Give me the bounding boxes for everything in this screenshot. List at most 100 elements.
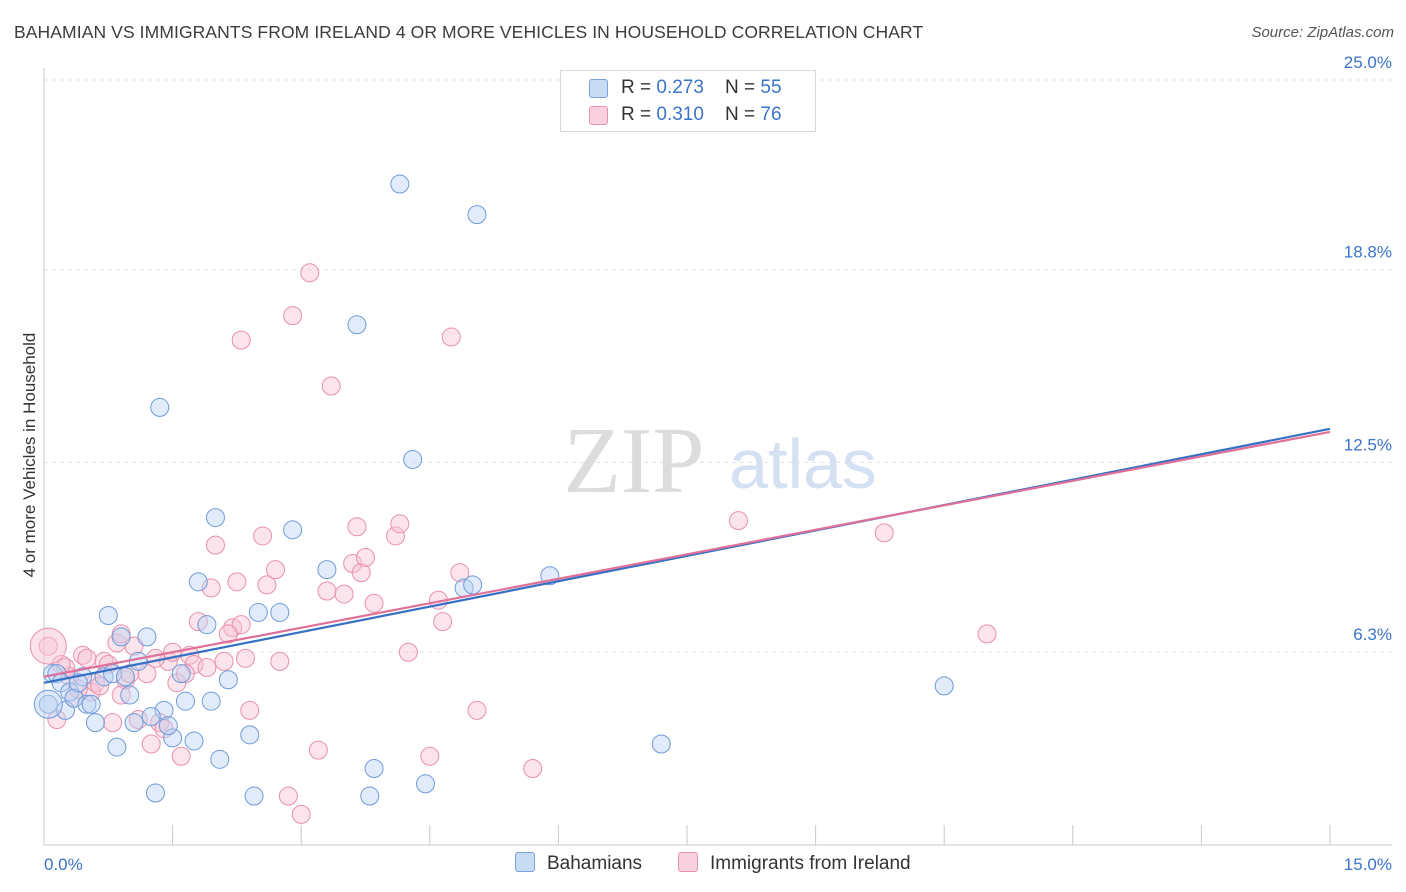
x-tick-label: 0.0% — [44, 855, 83, 874]
legend-n-value: 76 — [760, 104, 782, 125]
bahamians-point — [248, 602, 268, 622]
ireland-point — [317, 581, 337, 601]
bahamians-point — [124, 713, 144, 733]
ireland-point — [977, 624, 997, 644]
bahamians-point — [205, 508, 225, 528]
bottom-legend-ireland: Immigrants from Ireland — [678, 852, 911, 875]
ireland-point — [231, 330, 251, 350]
ireland-point — [398, 642, 418, 662]
bahamians-point — [403, 449, 423, 469]
bahamians-point — [197, 615, 217, 635]
y-tick-label: 6.3% — [1353, 625, 1392, 644]
legend-r-label: R = — [621, 104, 657, 125]
x-tick-label: 15.0% — [1344, 855, 1392, 874]
ireland-legend-swatch — [678, 852, 698, 872]
ireland-point — [321, 376, 341, 396]
ireland-point — [103, 713, 123, 733]
bahamians-point — [463, 575, 483, 595]
tick-labels: 6.3% 12.5% 18.8% 25.0% 0.0% 15.0% — [44, 53, 1392, 874]
bahamians-point — [98, 606, 118, 625]
correlation-legend: R = 0.273 N = 55 R = 0.310 N = 76 — [560, 70, 816, 132]
bahamians-point — [347, 315, 367, 335]
bahamians-point — [171, 664, 191, 684]
ireland-point — [291, 804, 311, 824]
ireland-point — [231, 615, 251, 635]
ireland-point — [227, 572, 247, 592]
ireland-point — [29, 627, 67, 665]
bahamians-point — [163, 728, 183, 748]
bahamians-point — [81, 694, 101, 714]
ireland-point — [171, 746, 191, 766]
bahamians-legend-label: Bahamians — [547, 853, 643, 874]
ireland-point — [270, 651, 290, 671]
bahamians-point — [175, 691, 195, 711]
bahamians-trend-line — [43, 427, 1331, 684]
ireland-point — [240, 700, 260, 720]
ireland-point — [523, 759, 543, 778]
ireland-point — [433, 612, 453, 632]
legend-n-label: N = — [725, 104, 761, 125]
ireland-point — [347, 517, 367, 537]
bahamians-swatch — [589, 79, 608, 98]
bahamians-point — [270, 602, 290, 622]
y-tick-label: 18.8% — [1344, 243, 1392, 262]
bahamians-point — [416, 774, 436, 794]
ireland-point — [145, 648, 165, 668]
ireland-point — [253, 526, 273, 546]
legend-r-value: 0.310 — [656, 104, 704, 125]
bahamians-point — [360, 786, 380, 806]
bahamians-point — [934, 676, 954, 696]
ireland-point — [441, 327, 461, 347]
ireland-point — [308, 740, 328, 760]
bahamians-point — [283, 520, 303, 540]
bahamians-point — [128, 651, 148, 671]
ireland-point — [728, 511, 748, 531]
ireland-point — [386, 526, 406, 546]
legend-r-value: 0.273 — [656, 77, 704, 98]
ireland-trend-line — [43, 430, 1331, 678]
bahamians-point — [201, 691, 221, 711]
bahamians-point — [651, 734, 671, 754]
bahamians-legend-swatch — [515, 852, 535, 872]
bahamians-point — [188, 572, 208, 592]
bahamians-point — [33, 689, 63, 719]
bottom-legend-bahamians: Bahamians — [515, 852, 642, 875]
ireland-point — [351, 563, 371, 583]
ireland-point — [450, 563, 470, 583]
axes — [43, 68, 1392, 846]
bahamians-point — [317, 560, 337, 580]
watermark-zip: ZIP — [564, 409, 705, 513]
ireland-point — [300, 263, 320, 283]
y-tick-label: 25.0% — [1344, 53, 1392, 72]
ireland-point — [235, 648, 255, 668]
bahamians-point — [244, 786, 264, 806]
bahamians-point — [68, 673, 88, 693]
bahamians-point — [364, 759, 384, 778]
ireland-point — [334, 584, 354, 604]
ireland-point — [197, 658, 217, 678]
trend-lines — [43, 427, 1331, 684]
legend-n-value: 55 — [760, 77, 782, 98]
ireland-point — [90, 676, 110, 696]
ireland-point — [283, 306, 303, 326]
ireland-point — [420, 746, 440, 766]
bahamians-point — [210, 749, 230, 769]
ireland-point — [124, 636, 144, 656]
ireland-point — [390, 514, 410, 534]
ireland-point — [218, 624, 238, 644]
ireland-legend-label: Immigrants from Ireland — [710, 853, 911, 874]
ireland-point — [205, 535, 225, 555]
ireland-point — [874, 523, 894, 543]
bahamians-point — [107, 737, 127, 757]
ireland-point — [467, 700, 487, 720]
ireland-point — [141, 734, 161, 754]
ireland-point — [265, 560, 285, 580]
bahamians-point — [85, 713, 105, 733]
bahamians-point — [218, 670, 238, 690]
bahamians-point — [150, 397, 170, 417]
bahamians-point — [77, 694, 97, 714]
zipatlas-watermark: ZIP atlas — [564, 409, 877, 513]
bahamians-point — [137, 627, 157, 647]
bahamians-points — [33, 174, 954, 806]
y-tick-label: 12.5% — [1344, 436, 1392, 455]
